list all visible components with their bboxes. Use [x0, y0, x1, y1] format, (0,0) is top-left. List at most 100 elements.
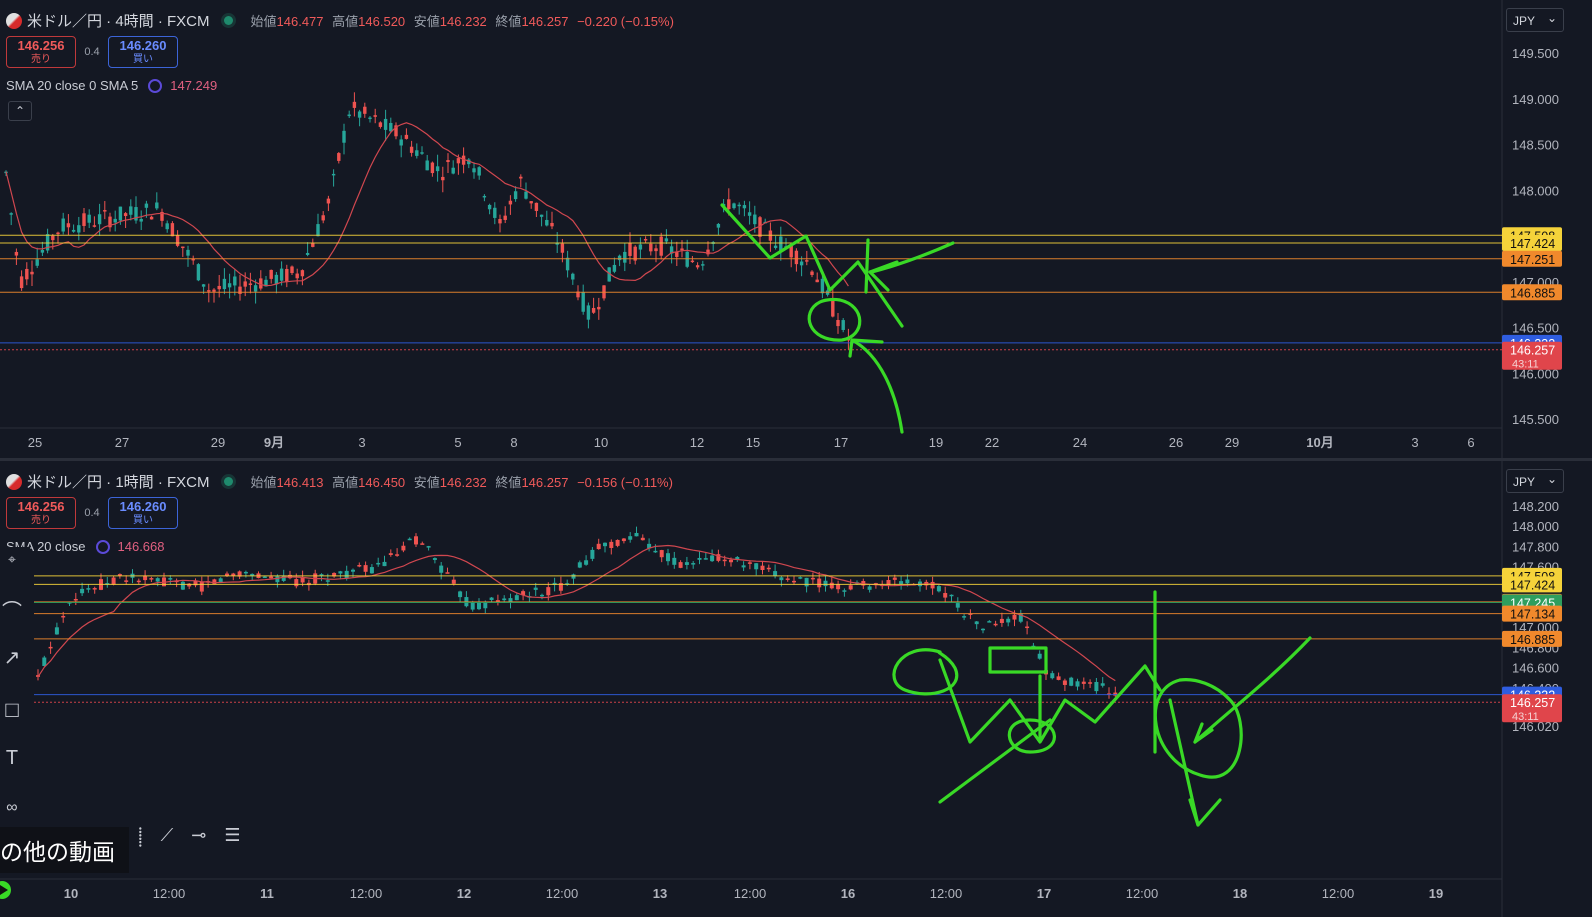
- candle-body: [19, 276, 24, 289]
- candle-body: [394, 125, 398, 137]
- drawing-toolbar: ⌖ ⌒ ↗ □ T ∞: [0, 547, 30, 837]
- candle-body: [981, 628, 985, 631]
- brush-icon[interactable]: ⌒: [2, 601, 22, 623]
- candle-body: [747, 212, 752, 216]
- more-videos-label[interactable]: の他の動画: [0, 827, 129, 873]
- candle-body: [368, 117, 372, 120]
- candle-body: [71, 229, 76, 232]
- candle-body: [552, 582, 557, 585]
- candle-body: [351, 569, 355, 572]
- candle-body: [539, 214, 544, 217]
- candle-body: [495, 600, 500, 602]
- collapse-legend-button[interactable]: ⌃: [8, 101, 32, 121]
- candle-body: [732, 203, 736, 209]
- buy-button[interactable]: 146.260 買い: [108, 497, 178, 529]
- candlestick-chart-1h[interactable]: 148.200148.000147.800147.600147.000146.8…: [0, 461, 1592, 917]
- candle-body: [701, 264, 705, 266]
- currency-selector[interactable]: JPY: [1506, 6, 1564, 32]
- symbol-title[interactable]: 米ドル／円 · 4時間 · FXCM: [27, 13, 210, 30]
- pane-divider[interactable]: [0, 458, 1592, 461]
- candle-body: [155, 578, 160, 582]
- candle-body: [181, 246, 185, 249]
- x-tick-label: 16: [841, 886, 855, 901]
- x-tick-label: 12: [690, 435, 704, 450]
- candle-body: [458, 591, 463, 598]
- candle-body: [576, 291, 580, 298]
- rectangle-icon[interactable]: □: [5, 697, 19, 722]
- candle-body: [810, 271, 814, 275]
- candle-body: [524, 191, 528, 199]
- price-tag-label: 147.134: [1510, 608, 1555, 622]
- text-icon[interactable]: T: [5, 747, 19, 769]
- candle-body: [430, 162, 435, 174]
- candle-body: [415, 150, 419, 156]
- candle-body: [483, 602, 488, 609]
- vertical-line-icon[interactable]: ⸽: [138, 827, 143, 847]
- y-tick-label: 145.500: [1512, 412, 1559, 427]
- x-tick-label: 12:00: [1322, 886, 1355, 901]
- y-tick-label: 149.000: [1512, 92, 1559, 107]
- candle-body: [472, 168, 476, 173]
- chart-pane-1h[interactable]: 148.200 148.000 147.800 147.600 147.000 146.8…: [0, 461, 1592, 917]
- candle-body: [508, 598, 513, 602]
- candle-body: [540, 594, 544, 597]
- candle-body: [659, 236, 663, 256]
- candle-body: [678, 562, 683, 568]
- indicator-legend[interactable]: SMA 20 close 0 SMA 5 147.249: [6, 78, 217, 93]
- candle-body: [680, 248, 684, 251]
- annotation-stroke: [938, 658, 1162, 744]
- candle-body: [584, 560, 589, 565]
- candle-body: [936, 586, 941, 592]
- candle-body: [558, 583, 563, 591]
- x-tick-label: 17: [834, 435, 848, 450]
- horizontal-ray-icon[interactable]: ⊸: [191, 825, 207, 845]
- x-tick-label: 12:00: [734, 886, 767, 901]
- candle-body: [80, 588, 85, 594]
- candle-body: [615, 539, 620, 546]
- candle-body: [993, 623, 998, 626]
- candle-body: [521, 591, 526, 596]
- candle-body: [654, 248, 658, 252]
- candle-body: [420, 543, 425, 545]
- chart-pane-4h[interactable]: 149.500 149.000 148.500 148.000 147.000 146.5…: [0, 0, 1592, 460]
- candle-body: [149, 578, 154, 580]
- currency-selector[interactable]: JPY: [1506, 467, 1564, 493]
- candle-body: [675, 251, 679, 257]
- candle-body: [773, 245, 778, 248]
- candle-body: [149, 216, 154, 220]
- candle-body: [955, 603, 960, 608]
- candle-body: [789, 245, 793, 258]
- candle-body: [432, 558, 437, 560]
- buy-button[interactable]: 146.260 買い: [108, 36, 178, 68]
- candle-body: [409, 146, 414, 153]
- play-icon[interactable]: [0, 880, 16, 900]
- cursor-icon[interactable]: ⌖: [8, 551, 16, 567]
- candle-body: [487, 204, 492, 210]
- candle-body: [231, 573, 236, 577]
- sell-button[interactable]: 146.256 売り: [6, 497, 76, 529]
- candle-body: [773, 571, 778, 577]
- candle-body: [502, 598, 507, 601]
- candle-body: [706, 249, 710, 255]
- pattern-icon[interactable]: ∞: [6, 799, 18, 816]
- candle-body: [285, 268, 289, 283]
- usd-jpy-flag-icon: [6, 473, 22, 490]
- trend-line-icon[interactable]: ⟋: [160, 825, 174, 845]
- symbol-title[interactable]: 米ドル／円 · 1時間 · FXCM: [27, 474, 210, 491]
- candle-body: [451, 579, 456, 584]
- arrow-icon[interactable]: ↗: [3, 647, 21, 669]
- candle-body: [581, 292, 585, 312]
- sell-button[interactable]: 146.256 売り: [6, 36, 76, 68]
- candlestick-chart-4h[interactable]: 149.500149.000148.500148.000147.000146.5…: [0, 0, 1592, 458]
- candle-body: [836, 319, 840, 327]
- fib-icon[interactable]: ☰: [224, 825, 241, 845]
- y-tick-label: 148.000: [1512, 183, 1559, 198]
- candle-body: [571, 273, 575, 280]
- annotation-stroke: [892, 648, 959, 696]
- indicator-value: 147.249: [170, 78, 218, 93]
- market-status-icon: [223, 16, 233, 25]
- trade-buttons: 146.256 売り 0.4 146.260 買い: [6, 36, 178, 68]
- usd-jpy-flag-icon: [6, 12, 22, 29]
- candle-body: [264, 279, 268, 287]
- candle-body: [643, 239, 648, 241]
